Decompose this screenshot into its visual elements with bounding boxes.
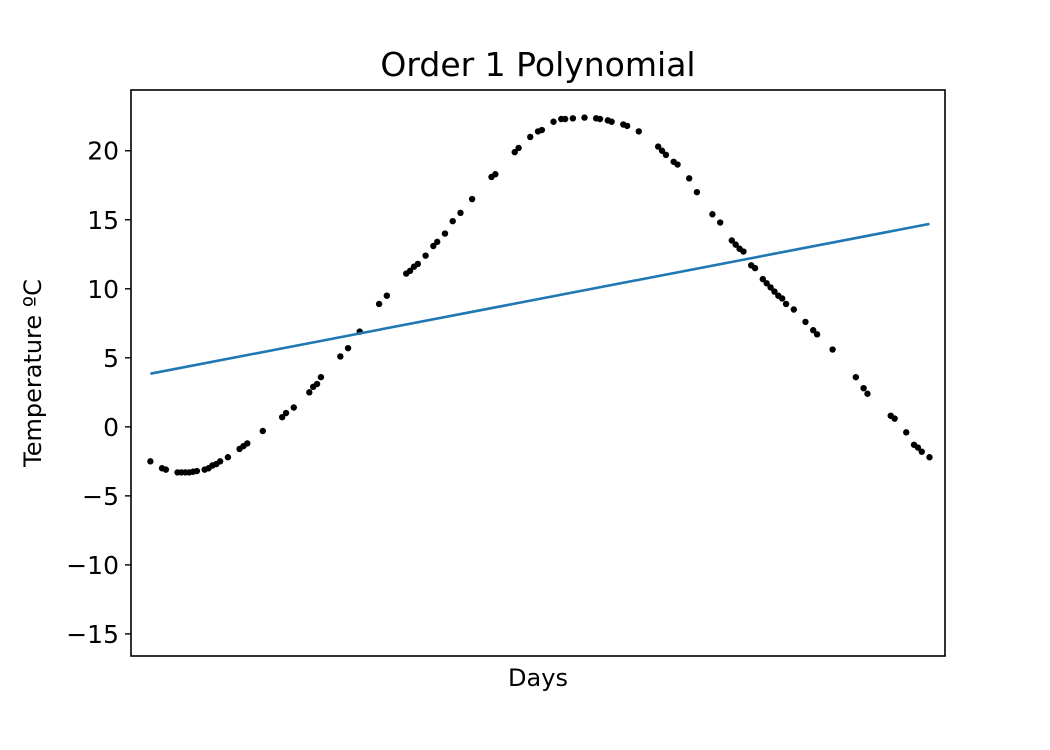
scatter-point [728,237,736,244]
scatter-point [278,413,286,421]
y-tick-label: −10 [66,551,119,580]
y-tick-label: 10 [87,275,119,304]
chart-title: Order 1 Polynomial [380,45,695,84]
scatter-point [406,267,414,275]
scatter-point [449,217,456,225]
scatter-point [511,148,518,156]
scatter-point [224,454,232,461]
y-tick-label: 5 [103,344,119,373]
scatter-point [434,238,441,246]
scatter-point [732,241,739,248]
scatter-point [802,318,809,326]
scatter-point [635,128,642,135]
scatter-point [492,171,499,178]
scatter-point [383,292,391,299]
scatter-point [662,151,670,159]
y-tick-label: −15 [66,620,119,649]
scatter-point [282,409,290,417]
scatter-point [674,161,681,168]
scatter-point [903,429,910,436]
scatter-point [422,252,429,259]
scatter-point [313,380,321,388]
scatter-point [709,211,716,218]
scatter-point [918,448,925,455]
scatter-point [538,126,546,134]
scatter-point [581,114,588,121]
scatter-point [515,144,522,152]
scatter-point [561,115,569,123]
scatter-point [864,390,871,397]
scatter-point [891,415,898,422]
fit-line-series [150,222,930,375]
scatter-point [337,353,344,360]
scatter-point [779,295,786,302]
scatter-point [914,444,922,451]
scatter-point [596,115,604,123]
scatter-point [852,373,860,381]
scatter-point [767,284,774,291]
scatter-point [751,264,759,272]
scatter-point [693,188,701,196]
scatter-point [740,248,747,255]
scatter-point [147,458,154,465]
scatter-series [147,114,933,476]
y-tick-label: 0 [103,413,119,442]
y-tick-label: −5 [82,482,119,511]
scatter-point [375,300,383,308]
scatter-point [716,219,724,226]
scatter-point [317,373,325,381]
scatter-point [193,467,201,475]
scatter-point [790,306,798,313]
scatter-point [782,300,790,308]
scatter-point [608,118,615,125]
y-tick-label: 15 [87,206,119,235]
scatter-point [759,275,767,283]
scatter-point [162,466,170,473]
scatter-point [623,122,631,130]
y-axis: 20 15 10 5 0 −5 −10 −15 [66,137,131,649]
scatter-point [430,242,437,250]
scatter-point [457,209,464,217]
scatter-point [926,454,933,461]
scatter-point [860,384,867,392]
y-tick-label: 20 [87,137,119,166]
x-axis-title: Days [508,664,568,692]
scatter-point [771,288,778,295]
scatter-point [658,147,666,154]
scatter-point [414,260,422,268]
scatter-point [306,389,313,396]
scatter-point [468,195,476,203]
scatter-point [244,440,251,447]
scatter-point [569,115,577,122]
scatter-point [216,458,224,465]
scatter-point [829,346,836,353]
scatter-point [259,427,266,435]
scatter-point [527,133,534,141]
scatter-point [763,280,770,287]
scatter-point [550,118,557,125]
scatter-point [810,327,817,334]
fit-line [150,222,930,375]
scatter-point [290,404,297,411]
scatter-point [813,331,821,338]
scatter-point [685,175,693,182]
plot-frame [130,89,946,657]
y-axis-title: Temperature ºC [19,279,47,468]
scatter-point [654,143,662,150]
scatter-point [441,230,449,237]
plot-area [130,89,946,657]
scatter-point [344,344,352,352]
